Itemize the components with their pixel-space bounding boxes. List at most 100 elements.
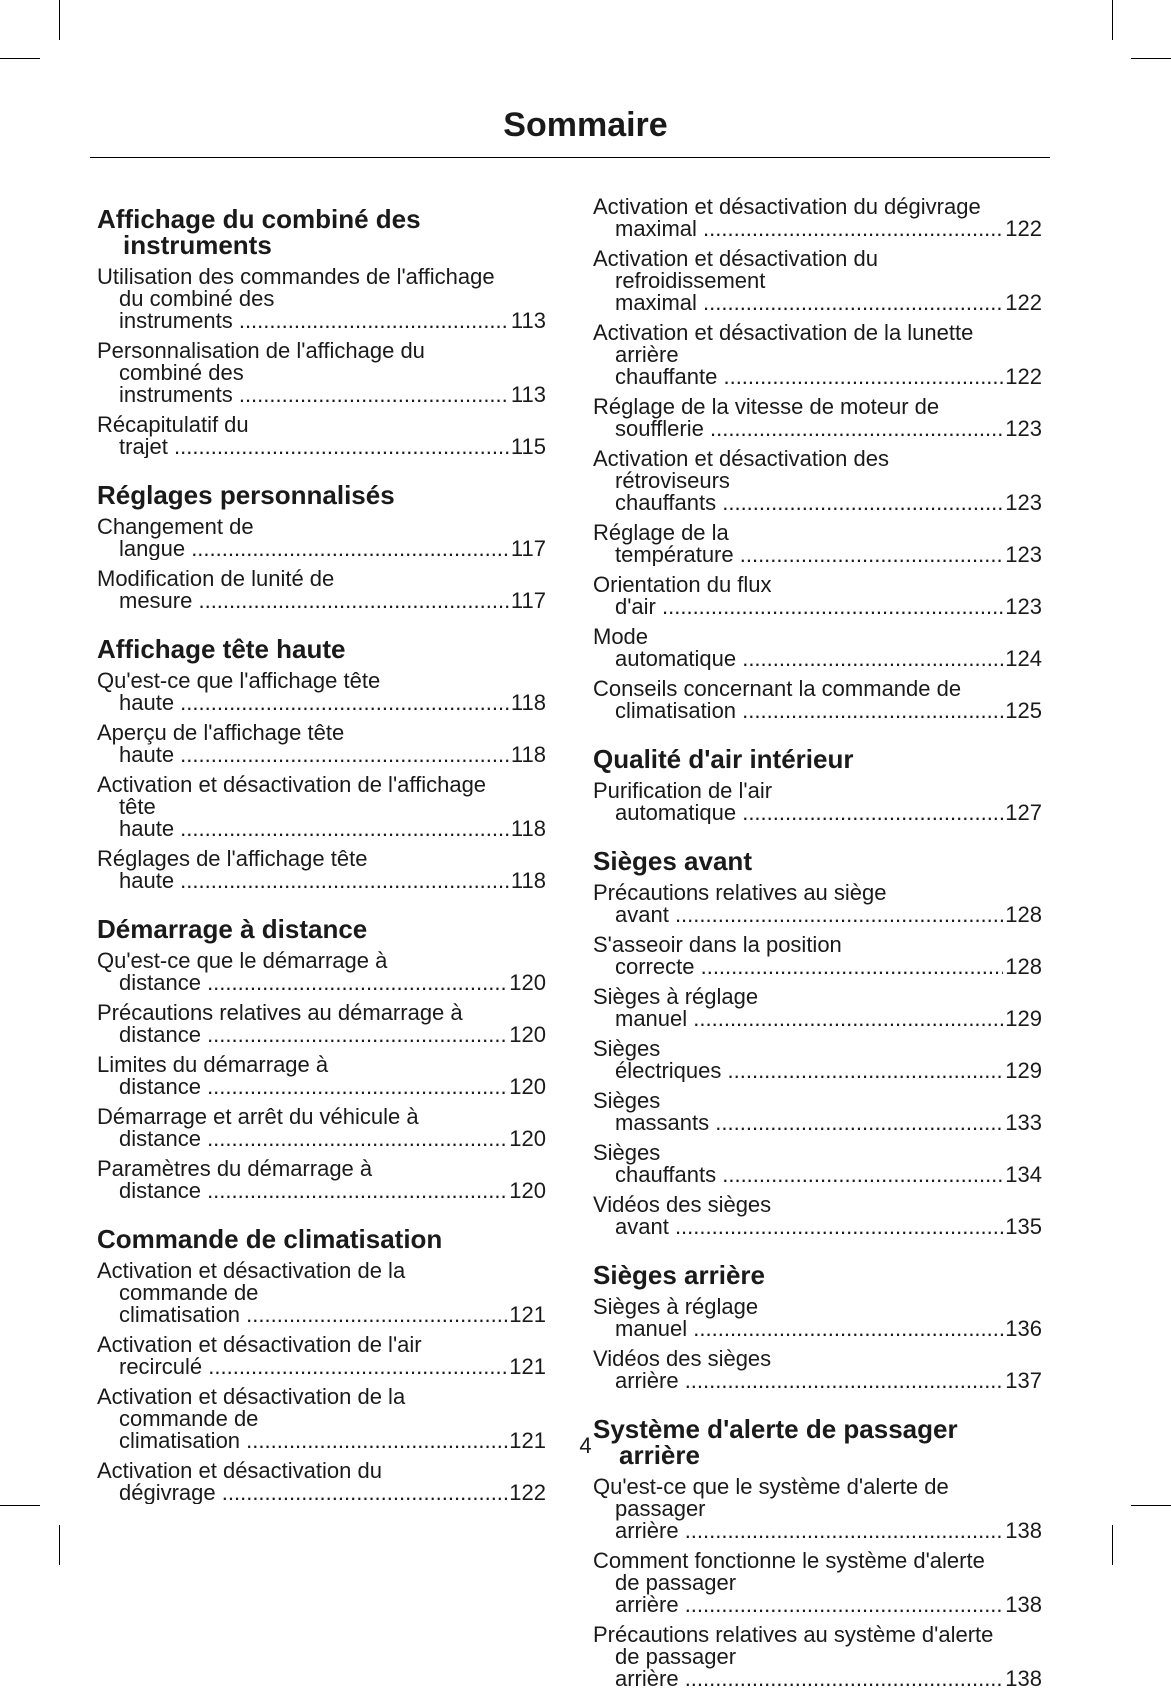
toc-entry: Activation et désactivation de la comman…	[97, 1260, 546, 1326]
entry-text: Vidéos des sièges arrière	[593, 1348, 1042, 1392]
crop-mark	[1112, 1525, 1113, 1565]
toc-entry: Sièges massants133	[593, 1090, 1042, 1134]
entry-page: 120	[507, 1178, 546, 1202]
toc-entry: Vidéos des sièges avant135	[593, 1194, 1042, 1238]
toc-entry: Comment fonctionne le système d'alerte d…	[593, 1550, 1042, 1616]
entry-text: Modification de lunité de mesure	[97, 568, 546, 612]
entry-text: Personnalisation de l'affichage du combi…	[97, 340, 546, 406]
crop-mark	[59, 0, 60, 40]
toc-section: Commande de climatisation Activation et d…	[97, 1226, 546, 1504]
entry-text: Limites du démarrage à distance	[97, 1054, 546, 1098]
entry-page: 113	[508, 382, 546, 406]
entry-page: 120	[507, 1126, 546, 1150]
entry-page: 123	[1003, 416, 1042, 440]
entry-page: 138	[1003, 1666, 1042, 1690]
entry-text: Vidéos des sièges avant	[593, 1194, 1042, 1238]
entry-text: Récapitulatif du trajet	[97, 414, 546, 458]
toc-entry: Activation et désactivation de l'air rec…	[97, 1334, 546, 1378]
entry-page: 117	[508, 588, 546, 612]
entry-page: 129	[1003, 1058, 1042, 1082]
toc-entry: Activation et désactivation de la lunett…	[593, 322, 1042, 388]
entry-page: 123	[1003, 542, 1042, 566]
toc-entry: Limites du démarrage à distance120	[97, 1054, 546, 1098]
entry-text: Mode automatique	[593, 626, 1042, 670]
entry-text: Qu'est-ce que le système d'alerte de pas…	[593, 1476, 1042, 1542]
entry-page: 127	[1003, 800, 1042, 824]
entry-text: S'asseoir dans la position correcte	[593, 934, 1042, 978]
toc-entry: Changement de langue117	[97, 516, 546, 560]
toc-entry: Orientation du flux d'air123	[593, 574, 1042, 618]
entry-page: 120	[507, 1022, 546, 1046]
section-heading: Affichage tête haute	[97, 634, 346, 664]
entry-page: 134	[1003, 1162, 1042, 1186]
toc-entry: Activation et désactivation du dégivrage…	[97, 1460, 546, 1504]
toc-entry: Conseils concernant la commande de clima…	[593, 678, 1042, 722]
entry-text: Sièges chauffants	[593, 1142, 1042, 1186]
toc-entry: Sièges chauffants134	[593, 1142, 1042, 1186]
section-heading: Affichage du combiné des instruments	[97, 204, 421, 260]
entry-text: Activation et désactivation des rétrovis…	[593, 448, 1042, 514]
entry-text: Conseils concernant la commande de clima…	[593, 678, 1042, 722]
toc-entry: Réglages de l'affichage tête haute118	[97, 848, 546, 892]
toc-entry: Activation et désactivation du refroidis…	[593, 248, 1042, 314]
entry-page: 122	[1003, 364, 1042, 388]
section-heading: Commande de climatisation	[97, 1224, 443, 1254]
toc-entry: Qu'est-ce que le système d'alerte de pas…	[593, 1476, 1042, 1542]
toc-entry: S'asseoir dans la position correcte128	[593, 934, 1042, 978]
entry-text: Utilisation des commandes de l'affichage…	[97, 266, 546, 332]
crop-mark	[0, 1505, 40, 1506]
entry-page: 125	[1003, 698, 1042, 722]
toc-section: Réglages personnalisés Changement de lang…	[97, 482, 546, 612]
toc-entry: Précautions relatives au système d'alert…	[593, 1624, 1042, 1690]
column: Affichage du combiné des instruments Util…	[97, 196, 546, 1512]
crop-mark	[59, 1525, 60, 1565]
toc-entry: Paramètres du démarrage à distance120	[97, 1158, 546, 1202]
entry-page: 129	[1003, 1006, 1042, 1030]
column: Activation et désactivation du dégivrage…	[593, 196, 1042, 1698]
toc-entry: Réglage de la vitesse de moteur de souff…	[593, 396, 1042, 440]
toc-entry: Activation et désactivation des rétrovis…	[593, 448, 1042, 514]
toc-entry: Personnalisation de l'affichage du combi…	[97, 340, 546, 406]
entry-page: 121	[507, 1354, 546, 1378]
toc-section: Qualité d'air intérieur Purification de l…	[593, 746, 1042, 824]
crop-mark	[1112, 0, 1113, 40]
entry-page: 115	[508, 434, 546, 458]
entry-page: 113	[508, 308, 546, 332]
entry-text: Activation et désactivation du refroidis…	[593, 248, 1042, 314]
entry-text: Activation et désactivation de la comman…	[97, 1260, 546, 1326]
entry-page: 136	[1003, 1316, 1042, 1340]
entry-page: 120	[507, 1074, 546, 1098]
entry-text: Précautions relatives au système d'alert…	[593, 1624, 1042, 1690]
section-heading: Sièges arrière	[593, 1260, 766, 1290]
toc-entry: Sièges à réglage manuel129	[593, 986, 1042, 1030]
entry-text: Démarrage et arrêt du véhicule à distanc…	[97, 1106, 546, 1150]
toc-entry: Qu'est-ce que le démarrage à distance120	[97, 950, 546, 994]
entry-text: Aperçu de l'affichage tête haute	[97, 722, 546, 766]
entry-page: 122	[507, 1480, 546, 1504]
entry-text: Paramètres du démarrage à distance	[97, 1158, 546, 1202]
entry-text: Sièges à réglage manuel	[593, 1296, 1042, 1340]
entry-text: Sièges à réglage manuel	[593, 986, 1042, 1030]
entry-text: Réglage de la vitesse de moteur de souff…	[593, 396, 1042, 440]
entry-text: Sièges massants	[593, 1090, 1042, 1134]
toc-entry: Modification de lunité de mesure117	[97, 568, 546, 612]
entry-text: Qu'est-ce que l'affichage tête haute	[97, 670, 546, 714]
crop-mark	[1131, 58, 1171, 59]
entry-page: 123	[1003, 594, 1042, 618]
crop-mark	[1131, 1505, 1171, 1506]
entry-text: Qu'est-ce que le démarrage à distance	[97, 950, 546, 994]
entry-page: 135	[1003, 1214, 1042, 1238]
entry-text: Sièges électriques	[593, 1038, 1042, 1082]
entry-page: 138	[1003, 1592, 1042, 1616]
entry-text: Comment fonctionne le système d'alerte d…	[593, 1550, 1042, 1616]
crop-mark	[0, 58, 40, 59]
toc-entry: Qu'est-ce que l'affichage tête haute118	[97, 670, 546, 714]
entry-page: 121	[507, 1302, 546, 1326]
page-number: 4	[579, 1433, 592, 1458]
toc-section: Sièges arrière Sièges à réglage manuel136…	[593, 1262, 1042, 1392]
toc-entry: Sièges à réglage manuel136	[593, 1296, 1042, 1340]
title-rule	[90, 157, 1050, 158]
toc-entry: Aperçu de l'affichage tête haute118	[97, 722, 546, 766]
section-heading: Système d'alerte de passager arrière	[593, 1414, 958, 1470]
